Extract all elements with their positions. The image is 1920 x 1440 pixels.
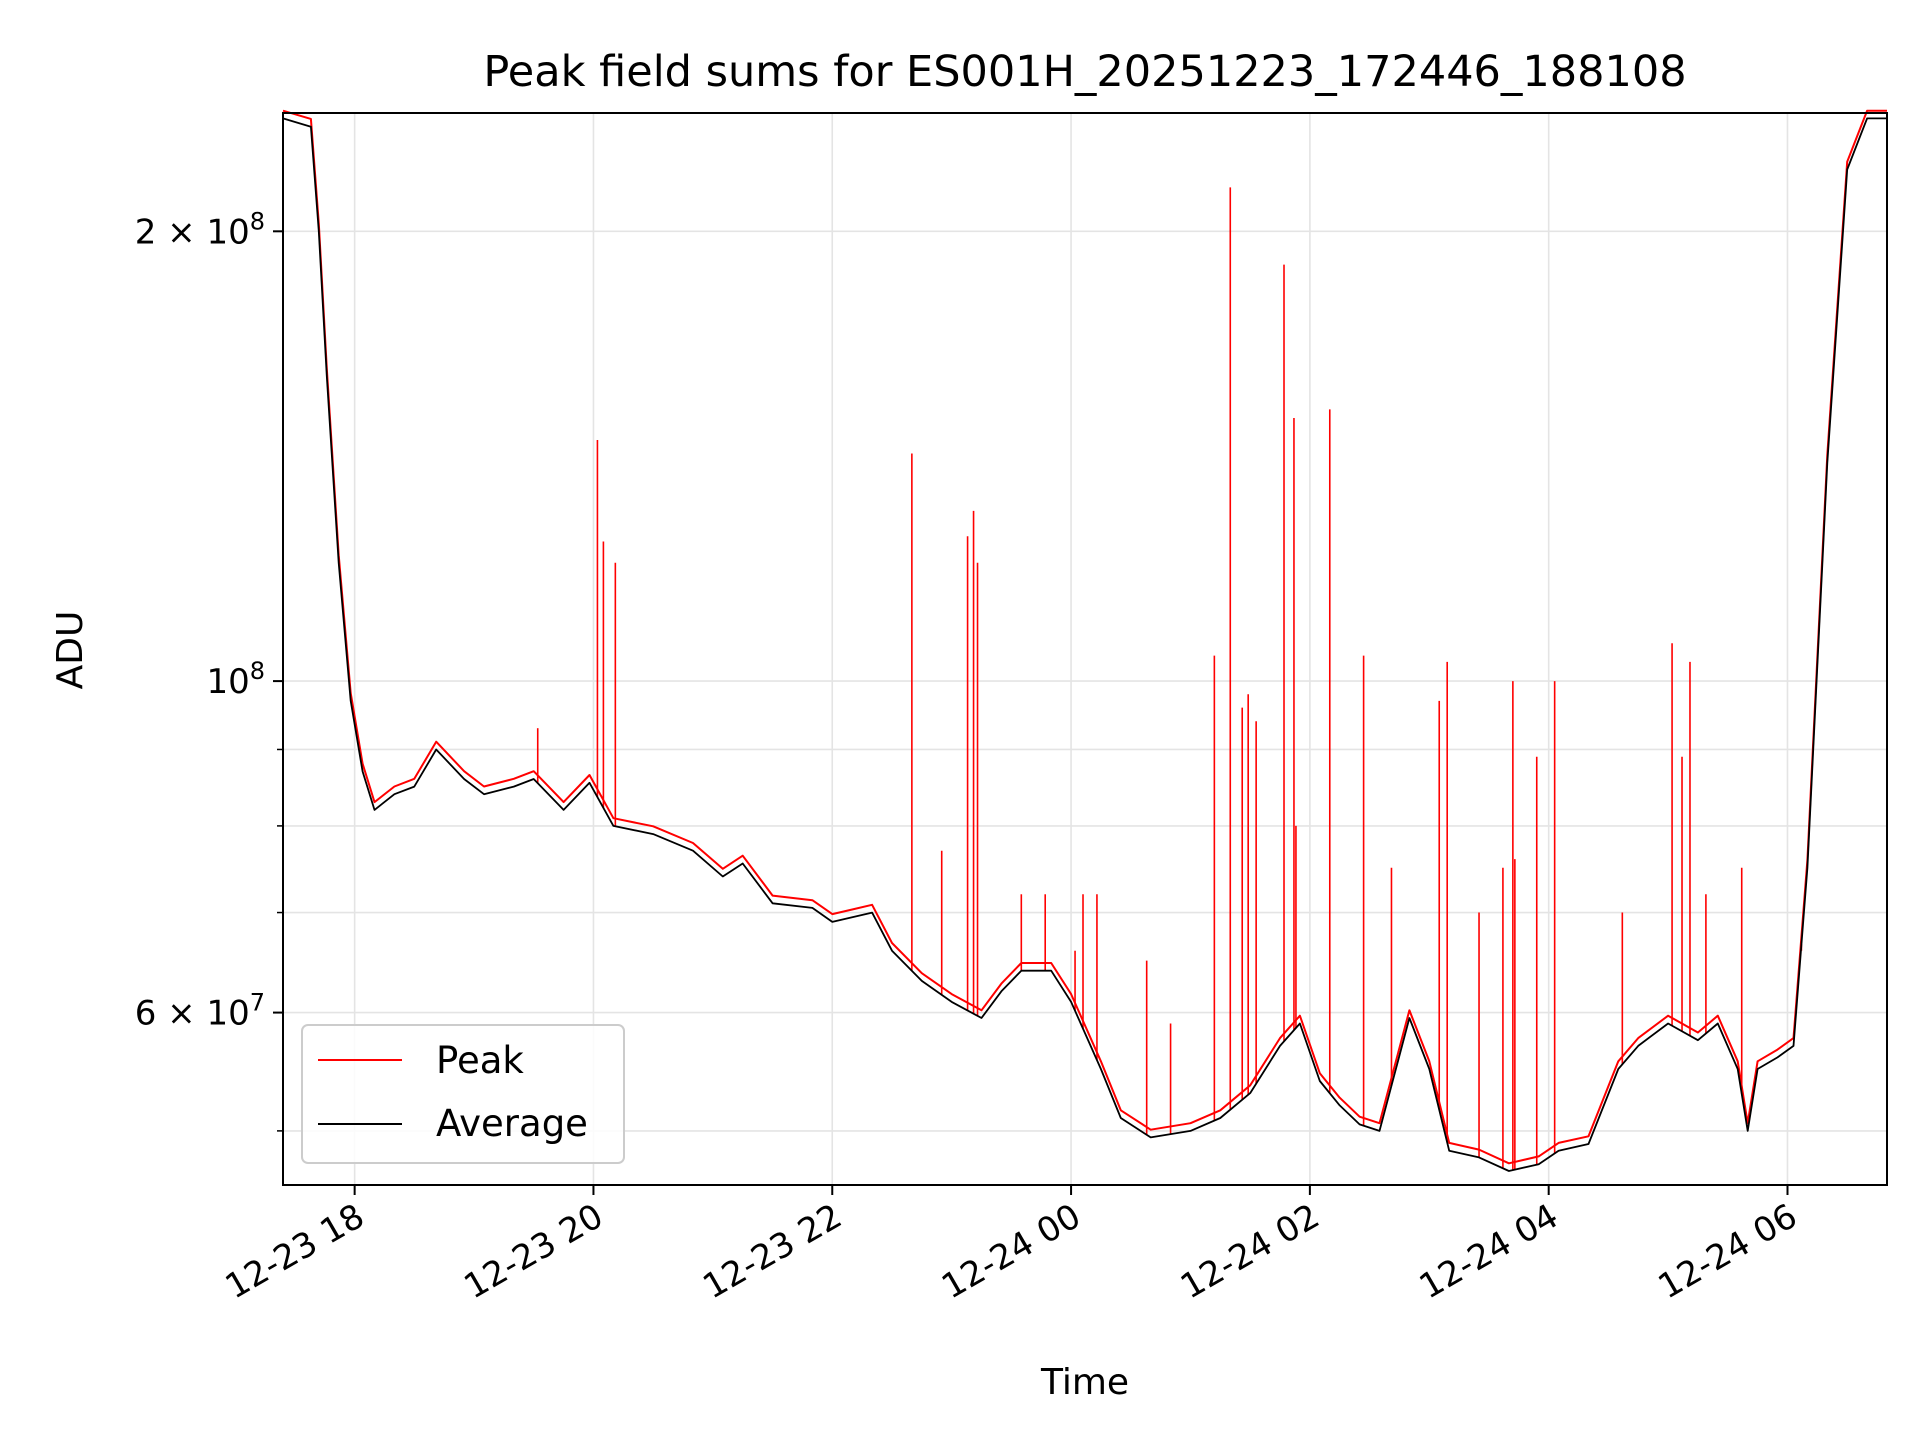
x-tick-label: 12-24 06 [1652,1196,1804,1307]
series-layer [282,109,1887,1172]
x-tick-label: 12-24 04 [1413,1196,1565,1307]
x-tick-label: 12-24 00 [935,1196,1087,1307]
average-series-line [282,117,1887,1172]
y-tick-label: 108 [206,657,265,702]
x-axis-title: Time [1040,1362,1129,1403]
peak-series-line [282,109,1887,1165]
chart-title: Peak field sums for ES001H_20251223_1724… [483,47,1686,97]
x-tick-label: 12-23 18 [219,1196,371,1307]
y-tick-label: 2 × 108 [135,207,265,252]
y-axis-title: ADU [50,611,91,690]
y-tick-label: 6 × 107 [135,989,265,1034]
plot-frame [282,112,1888,1186]
x-tick-label: 12-23 22 [696,1196,848,1307]
x-tick-label: 12-23 20 [458,1196,610,1307]
legend-average-label: Average [436,1102,588,1145]
legend: Peak Average [301,1024,625,1164]
legend-peak-label: Peak [436,1039,524,1082]
x-tick-label: 12-24 02 [1174,1196,1326,1307]
